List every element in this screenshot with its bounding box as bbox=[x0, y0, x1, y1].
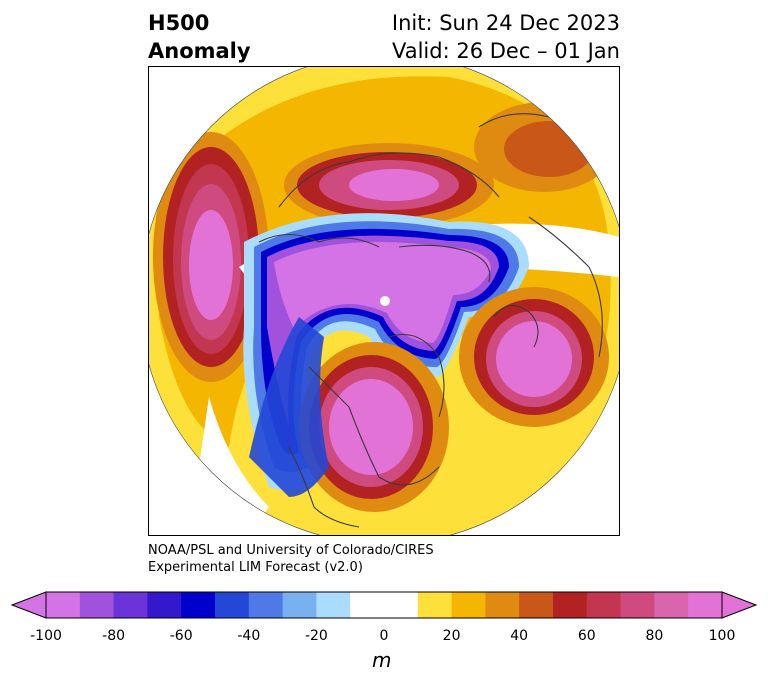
colorbar-cell bbox=[451, 592, 486, 618]
colorbar-tick-label: 40 bbox=[510, 628, 529, 644]
anomaly-map-svg bbox=[149, 67, 619, 535]
colorbar-tick-label: 0 bbox=[379, 628, 389, 644]
colorbar-cell bbox=[46, 592, 81, 618]
colorbar-left-extension bbox=[10, 591, 47, 619]
forecast-dates: Init: Sun 24 Dec 2023 Valid: 26 Dec – 01… bbox=[392, 9, 620, 65]
map-title: H500 Anomaly bbox=[148, 9, 251, 65]
colorbar-cell bbox=[519, 592, 554, 618]
colorbar-tick-label: 20 bbox=[442, 628, 461, 644]
colorbar-cell bbox=[181, 592, 216, 618]
colorbar-cell bbox=[113, 592, 148, 618]
colorbar-tick-label: 80 bbox=[645, 628, 664, 644]
colorbar-cell bbox=[688, 592, 723, 618]
colorbar-tick-label: -80 bbox=[102, 628, 126, 644]
colorbar-cell bbox=[586, 592, 622, 618]
colorbar-cell bbox=[282, 592, 317, 618]
colorbar-tick-label: 60 bbox=[577, 628, 596, 644]
colorbar-tick-label: -20 bbox=[304, 628, 328, 644]
colorbar-cell bbox=[654, 592, 689, 618]
colorbar-cell bbox=[553, 592, 588, 618]
title-line-2: Anomaly bbox=[148, 39, 251, 63]
colorbar bbox=[10, 591, 758, 619]
polar-map bbox=[148, 66, 620, 536]
colorbar-tick-label: -100 bbox=[30, 628, 62, 644]
colorbar-tick-label: -40 bbox=[237, 628, 261, 644]
credit-line-1: NOAA/PSL and University of Colorado/CIRE… bbox=[148, 543, 434, 558]
colorbar-unit: m bbox=[372, 648, 392, 672]
credit-line-2: Experimental LIM Forecast (v2.0) bbox=[148, 560, 363, 575]
colorbar-cell bbox=[316, 592, 351, 618]
colorbar-cell bbox=[79, 592, 115, 618]
title-line-1: H500 bbox=[148, 11, 210, 35]
colorbar-outline bbox=[45, 591, 723, 619]
credit-text: NOAA/PSL and University of Colorado/CIRE… bbox=[148, 542, 434, 576]
colorbar-cell bbox=[350, 592, 385, 618]
colorbar-cell bbox=[215, 592, 250, 618]
colorbar-cell bbox=[485, 592, 520, 618]
colorbar-right-extension bbox=[721, 591, 758, 619]
colorbar-cell bbox=[620, 592, 655, 618]
colorbar-cell bbox=[248, 592, 284, 618]
colorbar-cell bbox=[384, 592, 419, 618]
colorbar-cell bbox=[147, 592, 182, 618]
colorbar-ticks: -100 -80 -60 -40 -20 0 20 40 60 80 100 bbox=[0, 628, 768, 648]
init-date: Init: Sun 24 Dec 2023 bbox=[391, 11, 620, 35]
valid-dates: Valid: 26 Dec – 01 Jan bbox=[391, 39, 620, 63]
colorbar-tick-label: -60 bbox=[169, 628, 193, 644]
colorbar-cell bbox=[417, 592, 453, 618]
colorbar-tick-label: 100 bbox=[708, 628, 736, 644]
